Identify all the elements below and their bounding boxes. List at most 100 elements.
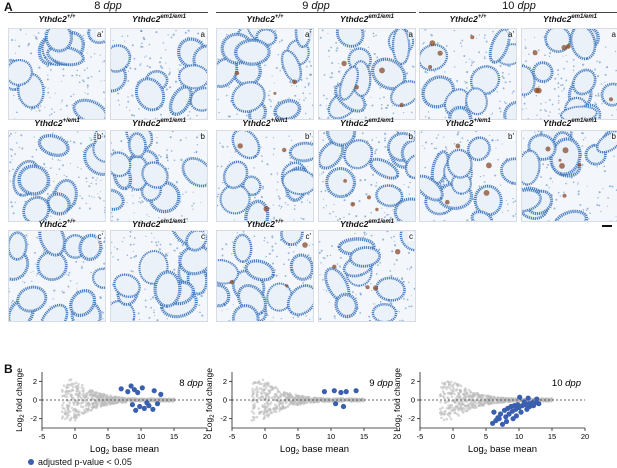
genotype-label: Ythdc2+/+ [449,14,487,24]
genotype-label: Ythdc2+/em1 [242,118,288,128]
tile-corner-label: b [407,132,414,141]
significant-point [515,402,521,408]
histology-image: a [318,28,416,120]
x-tick-label: 10 [327,432,335,441]
significant-point [158,391,164,397]
timepoint-unit: dpp [311,0,330,12]
x-tick-label: 5 [106,432,110,441]
histology-image: a' [8,28,106,120]
histology-image: b [521,130,617,222]
plot-title: 8 dpp [179,378,203,389]
timepoint-unit: dpp [103,0,122,12]
y-tick-label: 0 [411,396,415,405]
genotype-label: Ythdc2em1/em1 [339,118,395,128]
legend-label: adjusted p-value < 0.05 [38,457,132,467]
significant-point [521,399,527,405]
y-tick-label: -2 [30,414,37,423]
legend-marker [28,459,34,465]
genotype-label: Ythdc2em1/em1 [131,219,187,229]
genotype-label: Ythdc2+/em1 [34,118,80,128]
significant-point [536,401,542,407]
y-tick-label: 2 [33,377,37,386]
significant-point [534,396,540,402]
tile-corner-label: c' [304,232,312,241]
significant-point [353,388,359,394]
significant-point [150,406,156,412]
timepoint-header: 9 dpp [216,0,416,12]
x-tick-label: 0 [263,432,267,441]
significant-point [333,401,339,407]
tile-corner-label: a' [96,30,104,39]
histology-image: a [110,28,208,120]
x-tick-label: 10 [137,432,145,441]
x-tick-label: 15 [170,432,178,441]
timepoint-rule [8,12,208,13]
significant-point [499,421,506,427]
significant-point [154,401,161,407]
genotype-label: Ythdc2+/em1 [445,118,491,128]
x-tick-label: -5 [417,432,424,441]
x-tick-label: 15 [548,432,556,441]
significant-point [495,415,501,421]
y-axis-label: Log2 fold change [392,368,404,432]
histology-image: b' [8,130,106,222]
significant-point [139,385,145,391]
tile-corner-label: c [200,232,206,241]
significant-point [133,407,139,413]
genotype-label: Ythdc2em1/em1 [542,118,598,128]
plot-title: 10 dpp [552,378,581,389]
histology-image: c' [8,230,106,322]
tile-corner-label: a' [507,30,515,39]
tile-corner-label: a [610,30,617,39]
significant-point [137,403,143,410]
histology-image: b [318,130,416,222]
significant-point [497,411,504,417]
significant-point [331,388,337,394]
y-tick-label: 0 [223,396,227,405]
significant-point [518,409,524,415]
significant-point [491,409,497,415]
x-axis-label: Log2 base mean [90,444,159,456]
timepoint-rule [419,12,617,13]
y-tick-label: 2 [411,377,415,386]
genotype-label: Ythdc2em1/em1 [131,14,187,24]
significant-point [118,386,124,392]
histology-image: a' [216,28,314,120]
genotype-label: Ythdc2+/+ [246,219,284,229]
ma-plot: -5 0 5 10 15 20 2 0 -2 Log2 base mean Log2 fold ch… [390,364,595,465]
genotype-label: Ythdc2em1/em1 [339,14,395,24]
histology-image: c [318,230,416,322]
tile-corner-label: a [407,30,414,39]
genotype-label: Ythdc2+/+ [38,219,76,229]
significant-point [144,400,150,406]
genotype-label: Ythdc2em1/em1 [542,14,598,24]
y-tick-label: -2 [408,414,415,423]
tile-corner-label: b [610,132,617,141]
significant-point [141,405,147,411]
significant-point [343,389,349,395]
timepoint-unit: dpp [517,0,536,12]
ma-plot: -5 0 5 10 15 20 2 0 -2 Log2 base mean Log2 fold ch… [12,364,217,465]
timepoint-value: 10 [502,0,518,12]
ma-plot: -5 0 5 10 15 20 2 0 -2 Log2 base mean Log2 fold ch… [202,364,407,465]
timepoint-header: 8 dpp [8,0,208,12]
x-tick-label: -5 [39,432,46,441]
timepoint-value: 9 [302,0,312,12]
x-tick-label: 0 [73,432,77,441]
histology-image: c [110,230,208,322]
tile-corner-label: b' [507,132,515,141]
x-tick-label: 10 [515,432,523,441]
tile-corner-label: c [408,232,414,241]
significant-point [321,389,327,395]
tile-corner-label: c' [96,232,104,241]
y-tick-label: 0 [33,396,37,405]
significant-point [129,402,135,408]
histology-image: a [521,28,617,120]
x-tick-label: 20 [581,432,589,441]
x-tick-label: 20 [393,432,401,441]
x-tick-label: 5 [484,432,488,441]
x-tick-label: 20 [203,432,211,441]
tile-corner-label: b' [304,132,312,141]
